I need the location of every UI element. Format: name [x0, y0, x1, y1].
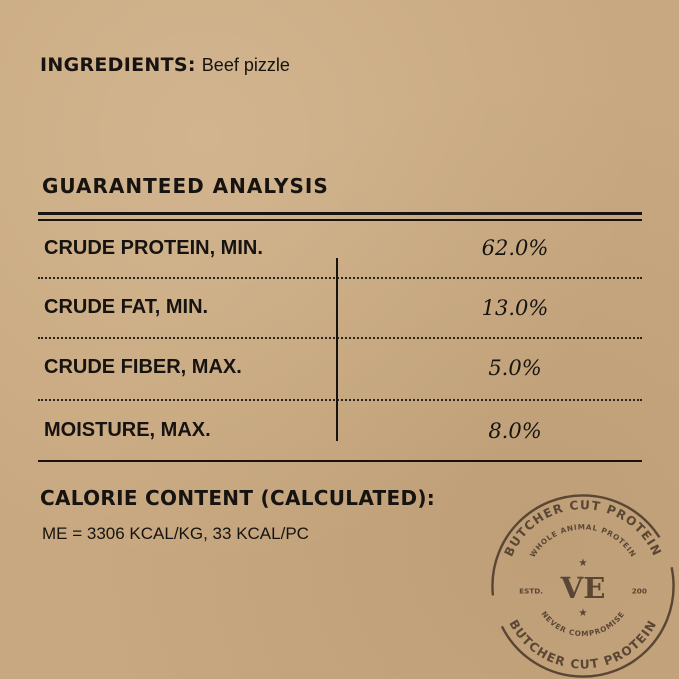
calorie-title: CALORIE CONTENT (CALCULATED):: [40, 486, 436, 510]
star-icon: ★: [578, 607, 587, 619]
row-divider: [38, 399, 642, 401]
stamp-year: 200: [632, 586, 647, 595]
stamp-estd: ESTD.: [519, 586, 543, 595]
svg-text:BUTCHER CUT PROTEIN: BUTCHER CUT PROTEIN: [506, 617, 659, 671]
column-divider: [336, 258, 338, 441]
calorie-value: ME = 3306 KCAL/KG, 33 KCAL/PC: [42, 524, 309, 543]
row-label: CRUDE FIBER, MAX.: [44, 356, 242, 378]
row-label: CRUDE FAT, MIN.: [44, 296, 209, 318]
ingredients-value: Beef pizzle: [201, 55, 290, 75]
table-bottom-rule: [38, 460, 642, 462]
double-rule-top: [38, 212, 642, 215]
analysis-title: GUARANTEED ANALYSIS: [42, 174, 329, 198]
row-divider: [38, 277, 642, 279]
butcher-cut-stamp-logo: BUTCHER CUT PROTEIN WHOLE ANIMAL PROTEIN…: [491, 494, 675, 678]
row-label: CRUDE PROTEIN, MIN.: [44, 237, 263, 259]
ingredients-label: INGREDIENTS:: [40, 54, 196, 76]
row-value: 13.0%: [481, 296, 549, 320]
row-label: MOISTURE, MAX.: [44, 419, 211, 441]
stamp-inner-text: WHOLE ANIMAL PROTEIN: [528, 522, 637, 559]
ingredients-line: INGREDIENTS: Beef pizzle: [40, 54, 290, 76]
row-divider: [38, 337, 642, 339]
row-value: 8.0%: [488, 419, 542, 443]
row-value: 5.0%: [488, 356, 542, 380]
stamp-monogram: VE: [560, 571, 606, 605]
svg-text:WHOLE ANIMAL PROTEIN: WHOLE ANIMAL PROTEIN: [528, 522, 638, 559]
stamp-outer-repeat: BUTCHER CUT PROTEIN: [506, 617, 658, 671]
double-rule-bottom: [38, 219, 642, 221]
star-icon: ★: [578, 557, 587, 569]
row-value: 62.0%: [481, 236, 549, 260]
